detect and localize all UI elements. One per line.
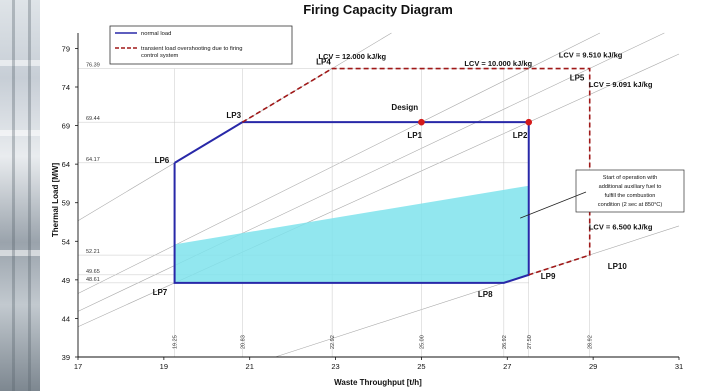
- ref-x-label-4: 26.92: [502, 335, 508, 349]
- y-tick-label-2: 49: [62, 276, 70, 285]
- x-tick-label-2: 21: [246, 362, 254, 371]
- x-axis-label: Waste Throughput [t/h]: [334, 378, 422, 387]
- y-tick-label-3: 54: [62, 237, 70, 246]
- ref-x-label-3: 25.00: [419, 335, 425, 349]
- y-tick-label-5: 64: [62, 160, 70, 169]
- design-markers-group: [418, 118, 533, 126]
- lcv-label-2: LCV = 9.510 kJ/kg: [559, 51, 623, 60]
- operating-point-labels: LP1 LP2 LP3 LP4 LP5 LP6 LP7 LP8 LP9 LP10 Design: [153, 58, 628, 299]
- legend-label-transient-line1: transient load overshooting due to firin…: [141, 46, 243, 52]
- point-label-lp8: LP8: [478, 290, 493, 299]
- point-label-lp3: LP3: [226, 111, 241, 120]
- design-marker-0: [418, 118, 425, 126]
- x-tick-label-0: 17: [74, 362, 82, 371]
- ref-y-label-5: 48.61: [86, 277, 100, 283]
- ref-x-label-0: 19.25: [173, 335, 179, 349]
- annotation-arrow: [520, 191, 587, 219]
- design-marker-1: [525, 118, 533, 126]
- lcv-label-3: LCV = 9.091 kJ/kg: [589, 80, 653, 89]
- point-label-lp10: LP10: [608, 262, 628, 271]
- legend-label-normal: normal load: [141, 31, 171, 37]
- x-tick-label-5: 27: [503, 362, 511, 371]
- y-axis-label: Thermal Load [MW]: [51, 163, 60, 238]
- ref-y-label-4: 49.65: [86, 269, 100, 275]
- y-tick-label-1: 44: [62, 314, 70, 323]
- ref-y-label-3: 52.21: [86, 249, 100, 255]
- legend: normal load transient load overshooting …: [109, 25, 293, 65]
- background-photo-strip: [0, 0, 40, 391]
- axes-group: 17 19 21 23 25 27 29 31 39 44 49 54 59 64 69 74 79: [62, 33, 683, 371]
- point-label-lp7: LP7: [153, 288, 168, 297]
- chart-title: Firing Capacity Diagram: [303, 2, 453, 17]
- point-label-lp4: LP4: [316, 58, 331, 67]
- point-label-lp1: LP1: [407, 131, 422, 140]
- lcv-label-0: LCV = 12.000 kJ/kg: [318, 52, 386, 61]
- ref-y-label-0: 76.39: [86, 63, 100, 69]
- annotation-line-3: fulfill the combustion: [605, 193, 656, 199]
- ref-x-label-1: 20.83: [240, 335, 246, 349]
- annotation-line-2: additional auxiliary fuel to: [599, 184, 662, 190]
- lcv-line-4: [275, 225, 680, 358]
- annotation-box: [575, 169, 685, 213]
- x-tick-label-7: 31: [675, 362, 683, 371]
- y-tick-label-8: 79: [62, 44, 70, 53]
- ref-y-label-1: 69.44: [86, 116, 100, 122]
- ref-x-label-2: 22.92: [330, 335, 336, 349]
- x-tick-label-4: 25: [417, 362, 425, 371]
- auxiliary-fuel-region: [174, 185, 529, 283]
- point-label-lp2: LP2: [513, 131, 528, 140]
- reference-value-labels: 76.39 69.44 64.17 52.21 49.65 48.61 19.25 20.83…: [86, 63, 594, 349]
- auxiliary-fuel-annotation: Start of operation with additional auxil…: [520, 169, 685, 219]
- design-point-label: Design: [391, 103, 418, 112]
- ref-y-label-2: 64.17: [86, 157, 100, 163]
- legend-label-transient-line2: control system: [141, 53, 179, 59]
- point-label-lp6: LP6: [155, 156, 170, 165]
- y-tick-label-0: 39: [62, 353, 70, 362]
- y-tick-label-4: 59: [62, 199, 70, 208]
- ref-x-label-6: 28.92: [588, 335, 594, 349]
- legend-box: [109, 25, 293, 65]
- y-tick-label-7: 74: [62, 83, 70, 92]
- x-tick-label-6: 29: [589, 362, 597, 371]
- point-label-lp9: LP9: [541, 272, 556, 281]
- lcv-label-4: LCV = 6.500 kJ/kg: [589, 223, 653, 232]
- point-label-lp5: LP5: [570, 74, 585, 83]
- lcv-label-1: LCV = 10.000 kJ/kg: [464, 59, 532, 68]
- lcv-labels-group: LCV = 12.000 kJ/kg LCV = 10.000 kJ/kg LCV …: [318, 51, 652, 232]
- transient-load-series: [242, 67, 591, 276]
- annotation-line-4: condition (2 sec at 850°C): [598, 202, 663, 208]
- annotation-line-1: Start of operation with: [603, 175, 657, 181]
- y-tick-label-6: 69: [62, 122, 70, 131]
- x-tick-label-3: 23: [331, 362, 339, 371]
- ref-x-label-5: 27.50: [527, 335, 533, 349]
- lcv-line-1: [77, 32, 601, 294]
- x-tick-label-1: 19: [160, 362, 168, 371]
